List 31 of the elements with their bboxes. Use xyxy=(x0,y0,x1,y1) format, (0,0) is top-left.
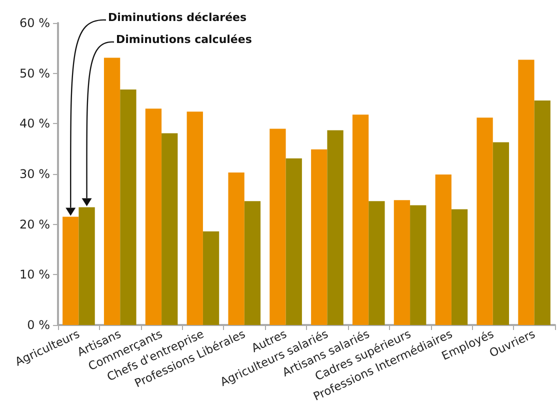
bar xyxy=(244,201,261,325)
bar xyxy=(270,128,286,325)
bar xyxy=(518,60,534,325)
bar xyxy=(368,201,385,325)
text: Diminutions calculées xyxy=(116,33,252,46)
y-tick-label: 60 % xyxy=(20,16,50,30)
bar xyxy=(352,114,369,325)
y-tick-label: 40 % xyxy=(20,116,50,131)
bar xyxy=(476,118,493,325)
y-tick-label: 10 % xyxy=(20,268,50,282)
y-tick-label: 20 % xyxy=(20,217,50,232)
bar xyxy=(394,200,410,325)
bar xyxy=(534,100,550,325)
y-tick-label: 0 % xyxy=(27,318,50,332)
bar xyxy=(286,158,302,325)
bar xyxy=(202,231,220,325)
bar xyxy=(104,58,120,325)
y-tick-label: 50 % xyxy=(20,66,50,80)
bar xyxy=(162,133,178,325)
bar xyxy=(120,89,136,325)
bar xyxy=(186,112,203,325)
y-tick-label: 30 % xyxy=(20,167,50,181)
bar xyxy=(327,130,344,325)
bar xyxy=(311,149,328,325)
bar xyxy=(492,142,510,325)
text: Diminutions déclarées xyxy=(108,11,247,24)
bar xyxy=(410,205,426,325)
bar xyxy=(451,209,468,325)
bar xyxy=(228,172,244,325)
bar xyxy=(435,174,452,325)
bar xyxy=(145,108,162,325)
